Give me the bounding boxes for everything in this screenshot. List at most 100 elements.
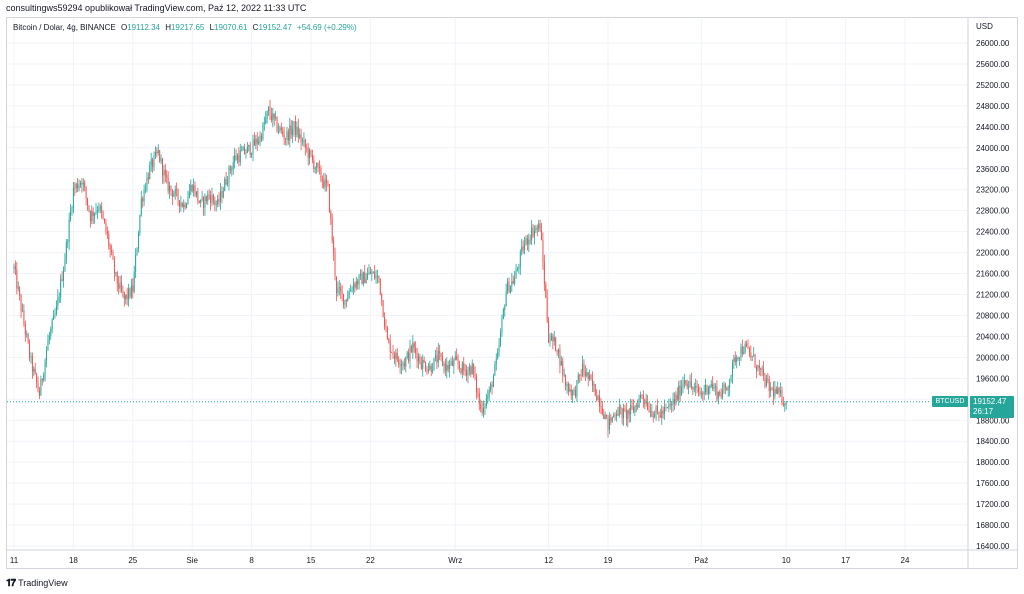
candle-body bbox=[676, 394, 678, 400]
candle-body bbox=[128, 288, 130, 300]
candle-body bbox=[47, 340, 49, 351]
candle-body bbox=[665, 407, 667, 408]
candle-body bbox=[75, 183, 77, 189]
candle-body bbox=[340, 287, 342, 292]
candle-body bbox=[174, 189, 176, 195]
y-tick-label: 26000.00 bbox=[976, 39, 1010, 48]
candle-body bbox=[753, 354, 755, 357]
candle-body bbox=[95, 210, 97, 214]
candle-body bbox=[511, 281, 513, 286]
candle-body bbox=[236, 155, 238, 160]
candle-body bbox=[122, 290, 124, 293]
candle-body bbox=[733, 357, 735, 363]
candle-body bbox=[722, 390, 724, 397]
candle-body bbox=[642, 395, 644, 400]
candle-body bbox=[618, 406, 620, 416]
candle-body bbox=[88, 205, 90, 212]
candle-body bbox=[409, 346, 411, 361]
candle-body bbox=[48, 335, 50, 341]
y-tick-label: 17600.00 bbox=[976, 479, 1010, 488]
candle-body bbox=[562, 361, 564, 375]
candle-body bbox=[599, 396, 601, 406]
x-tick-label: 8 bbox=[249, 556, 254, 565]
candle-body bbox=[119, 282, 121, 289]
tradingview-logo-icon[interactable]: 𝟏𝟕 bbox=[6, 577, 16, 589]
candle-body bbox=[542, 239, 544, 263]
candle-body bbox=[245, 153, 247, 154]
candle-body bbox=[60, 279, 62, 297]
candle-body bbox=[706, 384, 708, 394]
candle-body bbox=[205, 196, 207, 202]
candle-body bbox=[678, 385, 680, 400]
candle-body bbox=[184, 204, 186, 208]
candle-body bbox=[344, 299, 346, 305]
candle-body bbox=[235, 155, 237, 160]
candle-body bbox=[471, 363, 473, 375]
footer-logo-text[interactable]: TradingView bbox=[18, 578, 68, 588]
candle-body bbox=[173, 194, 175, 197]
candle-body bbox=[333, 241, 335, 253]
candle-body bbox=[104, 218, 106, 223]
candle-body bbox=[361, 273, 363, 285]
candle-body bbox=[98, 208, 100, 211]
candle-body bbox=[163, 169, 165, 176]
candle-body bbox=[334, 252, 336, 277]
candle-body bbox=[369, 271, 371, 274]
candle-body bbox=[26, 333, 28, 335]
open-value: 19112.34 bbox=[127, 23, 160, 32]
candle-body bbox=[67, 241, 69, 243]
candle-body bbox=[617, 413, 619, 416]
candle-body bbox=[307, 148, 309, 158]
candle-body bbox=[310, 149, 312, 155]
candle-body bbox=[781, 390, 783, 403]
candle-body bbox=[113, 259, 115, 274]
candle-body bbox=[743, 351, 745, 354]
candle-body bbox=[679, 385, 681, 396]
candle-body bbox=[607, 415, 609, 430]
candle-body bbox=[539, 223, 541, 231]
candle-body bbox=[13, 266, 15, 269]
candle-body bbox=[352, 284, 354, 291]
candle-body bbox=[604, 414, 606, 419]
candle-body bbox=[480, 404, 482, 409]
candle-body bbox=[784, 404, 786, 406]
price-axis: 26000.00 25600.00 25200.00 24800.00 24400.00… bbox=[967, 18, 1010, 568]
candle-body bbox=[686, 383, 688, 388]
y-tick-label: 20400.00 bbox=[976, 332, 1010, 341]
close-value: 19152.47 bbox=[258, 23, 292, 32]
candle-body bbox=[614, 415, 616, 417]
candle-body bbox=[730, 375, 732, 383]
candle-body bbox=[740, 346, 742, 359]
candle-body bbox=[89, 211, 91, 222]
candle-body bbox=[747, 346, 749, 349]
candle-body bbox=[453, 359, 455, 366]
x-tick-label: 11 bbox=[10, 556, 19, 565]
candle-body bbox=[54, 313, 56, 316]
candle-body bbox=[748, 348, 750, 353]
candle-body bbox=[388, 339, 390, 342]
candle-body bbox=[198, 200, 200, 203]
candle-body bbox=[613, 415, 615, 417]
candle-body bbox=[726, 387, 728, 390]
candle-body bbox=[507, 281, 509, 291]
candle-body bbox=[297, 126, 299, 138]
candle-body bbox=[630, 405, 632, 415]
candle-body bbox=[255, 138, 257, 146]
candle-body bbox=[244, 147, 246, 154]
candle-body bbox=[662, 410, 664, 414]
candle-body bbox=[444, 363, 446, 371]
candle-body bbox=[497, 351, 499, 359]
candle-body bbox=[105, 222, 107, 232]
candle-body bbox=[473, 363, 475, 374]
last-price-tag: 19152.47 26:17 bbox=[970, 395, 1014, 418]
chart-frame[interactable] bbox=[6, 17, 1018, 569]
candle-body bbox=[186, 204, 188, 208]
candle-body bbox=[328, 184, 330, 212]
candle-body bbox=[664, 407, 666, 414]
candle-body bbox=[658, 411, 660, 416]
candle-body bbox=[232, 162, 234, 170]
candle-body bbox=[420, 362, 422, 369]
candle-body bbox=[160, 158, 162, 162]
candle-body bbox=[560, 361, 562, 366]
